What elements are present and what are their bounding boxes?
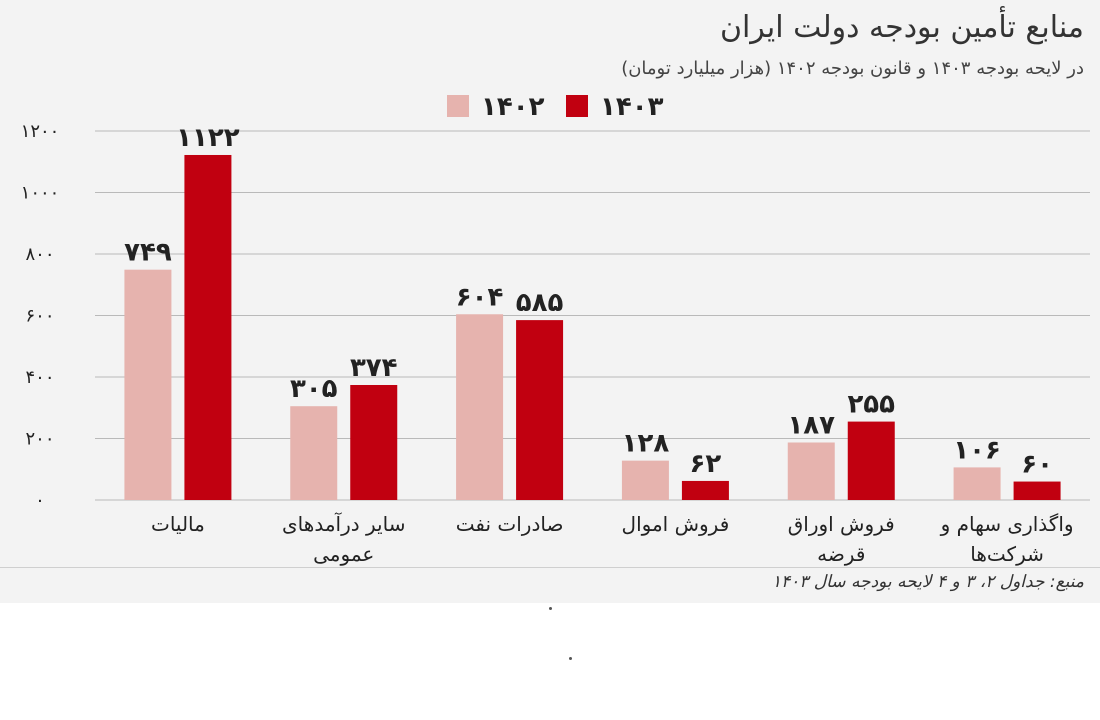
category-label: مالیات xyxy=(151,512,205,536)
category-label: سایر درآمدهای xyxy=(282,511,405,536)
legend-label-1403: ۱۴۰۳ xyxy=(600,92,664,122)
bar-1402 xyxy=(124,269,172,500)
bar-1402 xyxy=(953,467,1001,500)
bar-value-label: ۱۸۷ xyxy=(787,410,835,440)
y-tick-label: ۱۰۰۰ xyxy=(21,183,60,204)
bar-value-label: ۶۰۴ xyxy=(456,282,504,312)
bar-1402 xyxy=(787,442,835,500)
legend-swatch-1402 xyxy=(447,95,469,117)
stray-dot xyxy=(549,607,552,610)
chart-card: منابع تأمین بودجه دولت ایران در لایحه بو… xyxy=(0,0,1100,603)
y-tick-label: ۴۰۰ xyxy=(25,367,54,388)
y-tick-label: ۶۰۰ xyxy=(25,306,54,327)
y-tick-label: ۰ xyxy=(35,490,45,511)
bar-1403 xyxy=(1013,481,1061,500)
bar-1403 xyxy=(681,480,729,500)
category-label: فروش اوراق xyxy=(788,512,895,536)
bar-value-label: ۵۸۵ xyxy=(516,288,564,318)
source-note: منبع: جداول ۲، ۳ و ۴ لایحه بودجه سال ۱۴۰… xyxy=(771,572,1084,592)
bar-value-label: ۷۴۹ xyxy=(124,238,172,268)
y-tick-label: ۲۰۰ xyxy=(25,429,54,450)
y-tick-label: ۱۲۰۰ xyxy=(21,121,60,142)
bar-value-label: ۳۰۵ xyxy=(290,374,338,404)
stray-dot xyxy=(569,657,572,660)
bar-value-label: ۶۲ xyxy=(690,449,722,479)
bar-value-label: ۱۱۲۲ xyxy=(176,123,240,153)
footer-divider xyxy=(0,567,1100,568)
bar-1403 xyxy=(847,421,895,500)
y-tick-label: ۸۰۰ xyxy=(25,244,54,265)
bar-value-label: ۳۷۴ xyxy=(350,353,398,383)
category-label: فروش اموال xyxy=(622,512,730,536)
category-label: صادرات نفت xyxy=(456,512,564,536)
bar-1403 xyxy=(350,384,398,500)
bar-1402 xyxy=(621,460,669,500)
bar-value-label: ۶۰ xyxy=(1021,450,1053,480)
legend-label-1402: ۱۴۰۲ xyxy=(481,92,545,122)
category-label: عمومی xyxy=(313,542,374,566)
bar-value-label: ۱۰۶ xyxy=(953,435,1001,465)
chart-subtitle: در لایحه بودجه ۱۴۰۳ و قانون بودجه ۱۴۰۲ (… xyxy=(621,58,1084,79)
category-label: شرکت‌ها xyxy=(970,542,1044,566)
bar-1403 xyxy=(516,320,564,500)
chart-title: منابع تأمین بودجه دولت ایران xyxy=(719,10,1084,45)
bar-1402 xyxy=(290,406,338,500)
category-label: واگذاری سهام و xyxy=(940,512,1074,536)
bar-1402 xyxy=(456,314,504,500)
bar-chart: ۰ ۲۰۰ ۴۰۰ ۶۰۰ ۸۰۰ ۱۰۰۰ ۱۲۰۰ ۷۴۹ ۱۱۲۲ مالیات ۳۰۵ ۳۷۴… xyxy=(21,92,1090,566)
bar-value-label: ۲۵۵ xyxy=(847,390,895,420)
bar-1403 xyxy=(184,154,232,501)
legend-swatch-1403 xyxy=(566,95,588,117)
category-label: قرضه xyxy=(817,542,865,566)
bar-value-label: ۱۲۸ xyxy=(622,429,670,459)
